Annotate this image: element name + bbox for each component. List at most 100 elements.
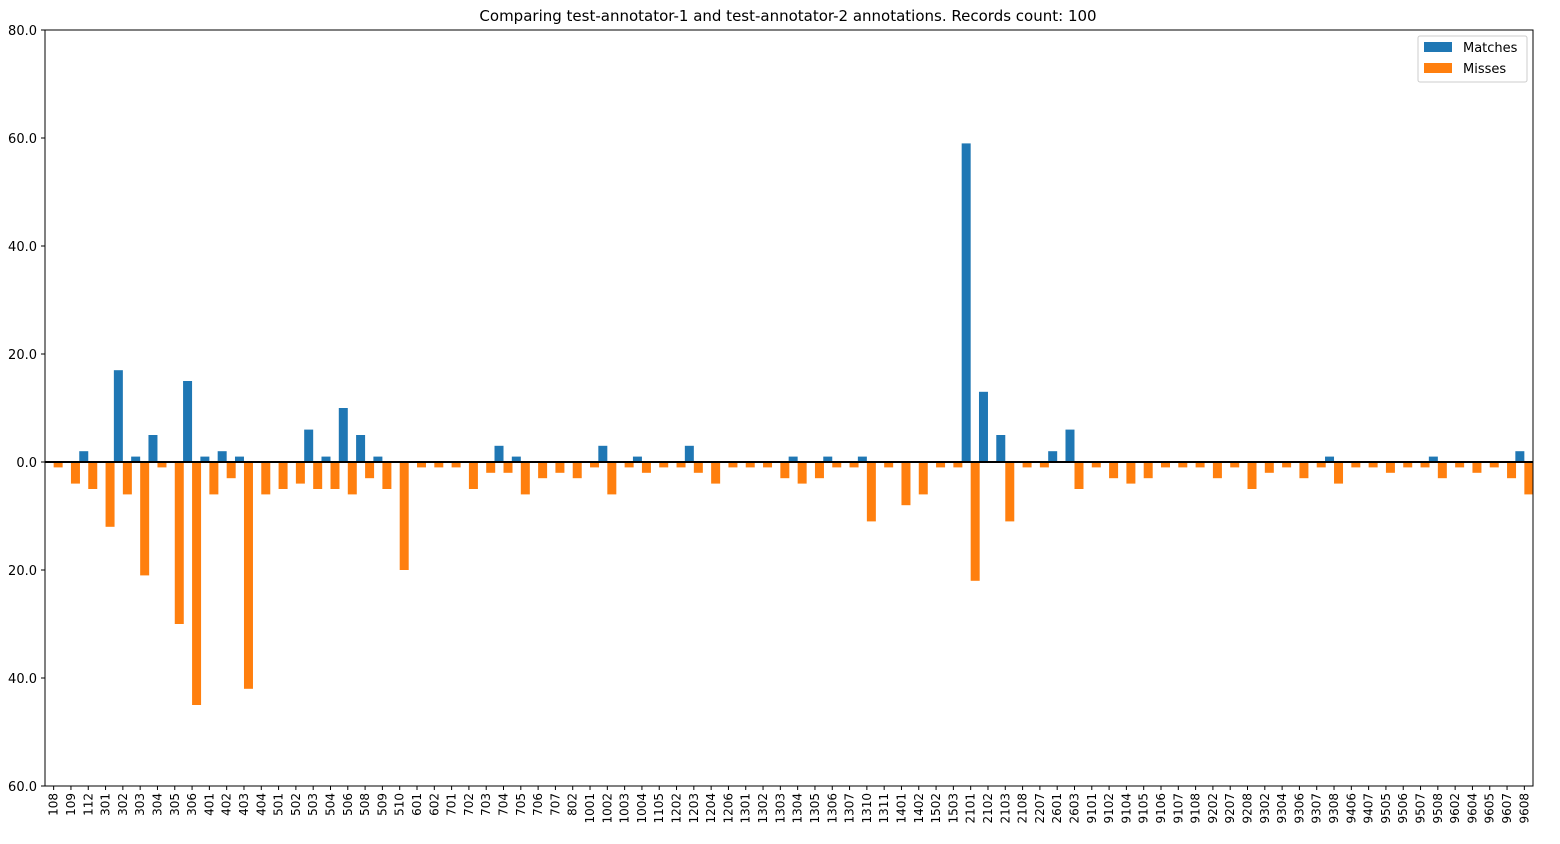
bar-matches-2102 [978, 391, 988, 462]
bar-misses-9407 [1368, 462, 1378, 468]
bar-matches-2101 [961, 143, 971, 462]
x-tick-label: 9607 [1500, 793, 1514, 824]
bar-misses-1401 [901, 462, 911, 506]
bar-matches-112 [79, 451, 89, 462]
x-tick-label: 9602 [1448, 793, 1462, 824]
bar-misses-1305 [814, 462, 824, 479]
bar-misses-9406 [1351, 462, 1361, 468]
x-tick-label: 1202 [670, 793, 684, 824]
x-tick-label: 9307 [1310, 793, 1324, 824]
x-tick-label: 1001 [583, 793, 597, 824]
x-tick-label: 1311 [877, 793, 891, 824]
y-tick-label: 40.0 [8, 672, 37, 687]
y-tick-label: 60.0 [8, 780, 37, 795]
x-tick-label: 9302 [1258, 793, 1272, 824]
x-tick-label: 9101 [1085, 793, 1099, 824]
bar-matches-302 [113, 370, 123, 462]
bar-misses-9608 [1524, 462, 1534, 495]
x-tick-label: 2102 [981, 793, 995, 824]
bar-misses-306 [192, 462, 202, 705]
x-tick-label: 1307 [843, 793, 857, 824]
bar-misses-802 [572, 462, 582, 479]
x-tick-label: 2601 [1050, 793, 1064, 824]
bar-misses-1302 [763, 462, 773, 468]
bar-misses-601 [417, 462, 426, 468]
bar-matches-503 [304, 429, 314, 462]
x-tick-label: 109 [64, 793, 78, 816]
bar-misses-9108 [1195, 462, 1205, 468]
x-tick-label: 301 [99, 793, 113, 816]
bar-misses-704 [503, 462, 513, 473]
x-tick-label: 2108 [1016, 793, 1030, 824]
bar-misses-9102 [1109, 462, 1119, 479]
x-tick-label: 9108 [1189, 793, 1203, 824]
x-tick-label: 2603 [1067, 793, 1081, 824]
x-tick-label: 602 [427, 793, 441, 816]
x-tick-label: 9208 [1241, 793, 1255, 824]
x-tick-label: 1306 [825, 793, 839, 824]
x-tick-label: 1401 [894, 793, 908, 824]
bar-misses-509 [382, 462, 392, 489]
x-tick-label: 701 [445, 793, 459, 816]
bar-matches-1306 [823, 456, 833, 462]
bar-misses-1004 [641, 462, 651, 473]
bar-matches-1002 [598, 445, 608, 462]
x-tick-label: 1301 [739, 793, 753, 824]
bar-misses-2103 [1005, 462, 1015, 522]
x-tick-label: 9306 [1292, 793, 1306, 824]
x-tick-label: 9304 [1275, 793, 1289, 824]
plot-frame [44, 29, 1534, 787]
bar-matches-704 [494, 445, 504, 462]
bar-misses-1303 [780, 462, 790, 479]
bar-matches-401 [200, 456, 210, 462]
bar-misses-1503 [953, 462, 963, 468]
bar-misses-9607 [1507, 462, 1517, 479]
bar-misses-502 [295, 462, 305, 484]
x-tick-label: 503 [306, 793, 320, 816]
bar-matches-2103 [996, 435, 1006, 462]
bar-matches-509 [373, 456, 383, 462]
bar-matches-1004 [632, 456, 642, 462]
x-tick-label: 9102 [1102, 793, 1116, 824]
bar-matches-1304 [788, 456, 798, 462]
x-tick-label: 501 [272, 793, 286, 816]
x-tick-label: 302 [116, 793, 130, 816]
legend-swatch-misses [1424, 63, 1452, 73]
x-tick-label: 9505 [1379, 793, 1393, 824]
bar-misses-9105 [1143, 462, 1153, 479]
x-tick-label: 306 [185, 793, 199, 816]
legend-label-misses: Misses [1463, 62, 1506, 77]
x-tick-label: 1204 [704, 793, 718, 824]
x-tick-label: 1003 [618, 793, 632, 824]
bar-misses-508 [365, 462, 375, 479]
bar-misses-9101 [1091, 462, 1101, 468]
x-tick-label: 1305 [808, 793, 822, 824]
bar-misses-1306 [832, 462, 842, 468]
bar-misses-9106 [1161, 462, 1170, 468]
bar-misses-9604 [1472, 462, 1482, 473]
bar-matches-303 [131, 456, 141, 462]
bar-misses-1402 [918, 462, 928, 495]
y-tick-label: 0.0 [16, 456, 37, 471]
x-tick-label: 9207 [1223, 793, 1237, 824]
bar-matches-508 [356, 435, 366, 462]
bar-misses-9302 [1264, 462, 1274, 473]
x-tick-label: 9507 [1414, 793, 1428, 824]
bar-misses-705 [520, 462, 530, 495]
bar-misses-9506 [1403, 462, 1413, 468]
x-tick-label: 508 [358, 793, 372, 816]
x-tick-label: 9104 [1119, 793, 1133, 824]
bar-misses-703 [486, 462, 496, 473]
x-tick-label: 2103 [998, 793, 1012, 824]
bar-misses-9104 [1126, 462, 1136, 484]
bar-misses-404 [261, 462, 271, 495]
x-tick-label: 304 [150, 793, 164, 816]
bar-misses-1204 [711, 462, 721, 484]
bar-matches-2601 [1048, 451, 1058, 462]
x-tick-label: 504 [323, 793, 337, 816]
bar-misses-9308 [1334, 462, 1344, 484]
bar-misses-1304 [797, 462, 807, 484]
bar-matches-306 [183, 381, 193, 462]
chart-title: Comparing test-annotator-1 and test-anno… [479, 7, 1096, 25]
